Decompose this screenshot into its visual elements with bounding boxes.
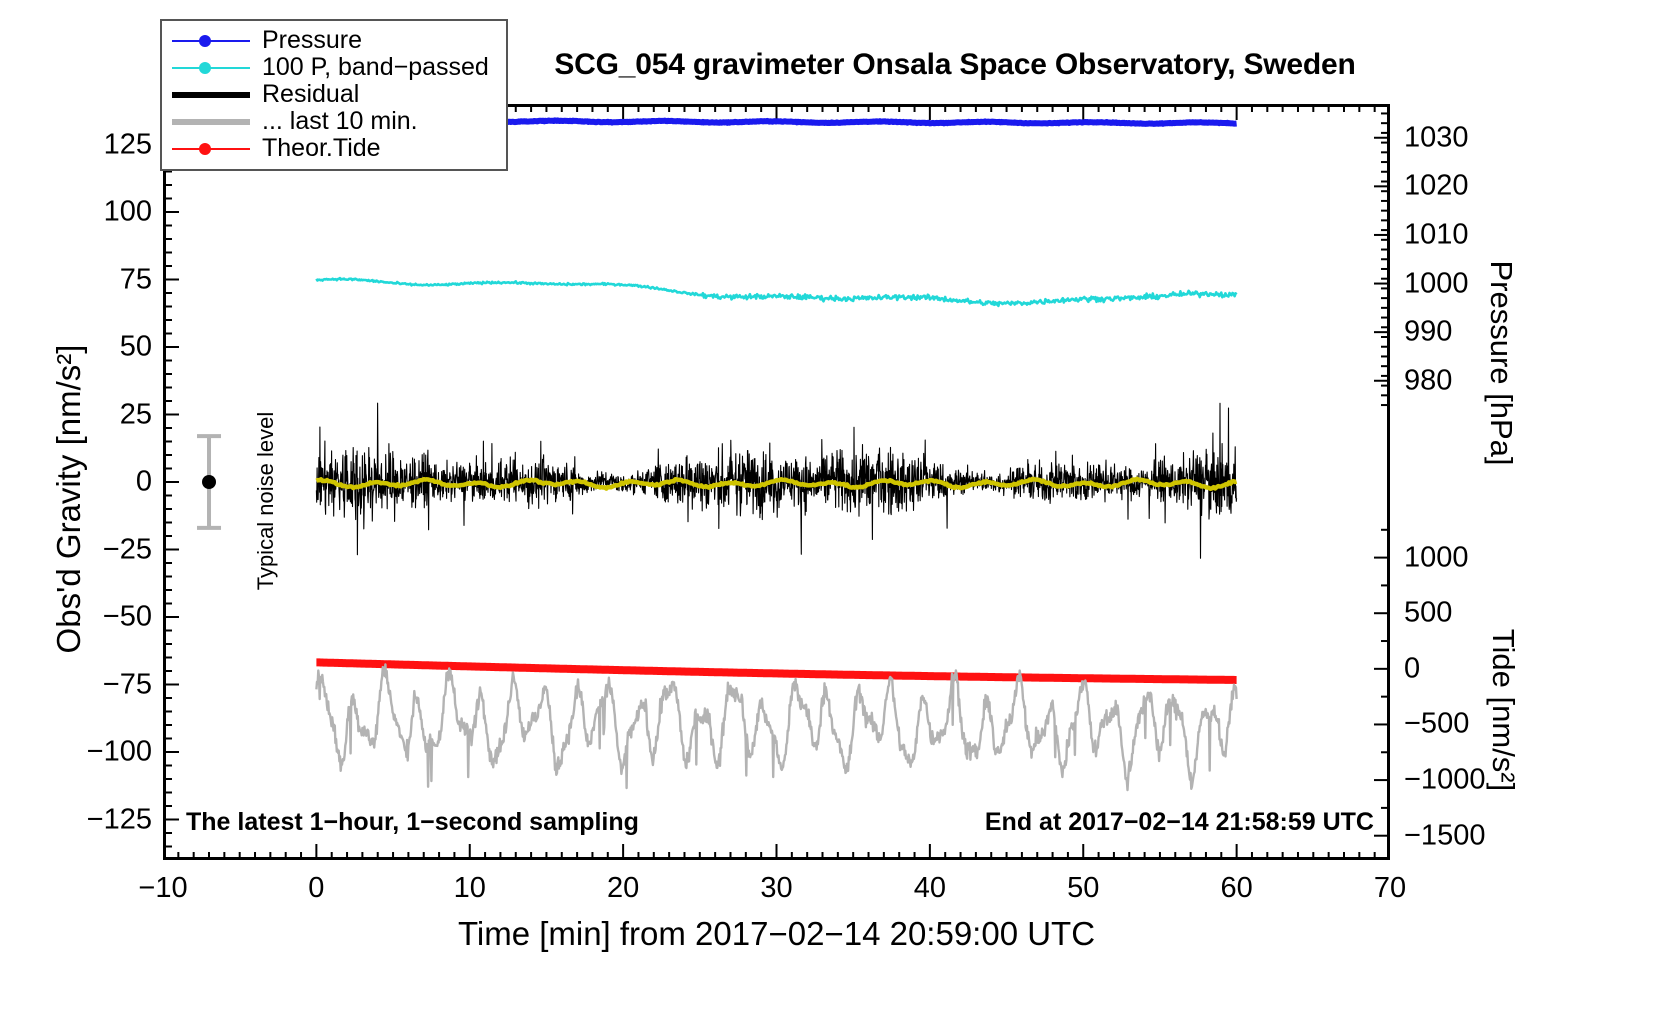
- y-tick-label: −100: [86, 735, 152, 768]
- end-time-note: End at 2017−02−14 21:58:59 UTC: [984, 808, 1374, 836]
- tide-tick-label: −500: [1404, 707, 1470, 740]
- legend-dot-icon: [199, 34, 211, 47]
- y-tick-label: 50: [119, 330, 152, 363]
- x-axis-ticks: −10 0 10 20 30 40 50 60 70: [0, 872, 1660, 916]
- tide-tick-label: 500: [1404, 596, 1453, 629]
- y-axis-ticks-left: 125 100 75 50 25 0 −25 −50 −75 −100 −125: [0, 0, 152, 1020]
- y-tick-label: −25: [102, 533, 152, 565]
- pressure-tick-label: 1030: [1404, 121, 1469, 154]
- series-last-10-min: [315, 663, 1238, 792]
- legend-dot-icon: [199, 142, 211, 155]
- legend-label: ... last 10 min.: [262, 107, 418, 135]
- legend-swatch-1: [172, 30, 250, 52]
- typical-noise-level-marker: [197, 434, 222, 530]
- series-residual-smoothed: [315, 476, 1238, 492]
- legend-line-icon: [172, 118, 250, 125]
- legend-label: Theor.Tide: [262, 134, 381, 162]
- series-theor-tide: [313, 658, 1240, 684]
- x-tick-label: 30: [760, 872, 793, 904]
- legend-label: Pressure: [262, 26, 363, 54]
- legend-label: Residual: [262, 80, 360, 108]
- tide-tick-label: 1000: [1404, 541, 1469, 574]
- y-tick-label: 100: [103, 195, 152, 228]
- pressure-tick-label: 980: [1404, 364, 1453, 397]
- pressure-tick-label: 1000: [1404, 267, 1469, 300]
- tide-tick-label: −1000: [1404, 763, 1486, 796]
- axis-tick-marks: [163, 104, 1390, 860]
- page-title: SCG_054 gravimeter Onsala Space Observat…: [554, 48, 1356, 81]
- x-tick-label: −10: [138, 872, 188, 904]
- legend: Pressure 100 P, band−passed Residual... la…: [160, 19, 508, 171]
- y-axis-ticks-right: 1030 1020 1010 1000 990 980 1000 500 0 −500 −1000 −…: [1404, 0, 1574, 1020]
- pressure-tick-label: 990: [1404, 315, 1453, 348]
- y-tick-label: 125: [103, 128, 152, 160]
- noise-center-dot: [202, 475, 217, 489]
- x-tick-label: 70: [1373, 872, 1407, 904]
- legend-item[interactable]: 100 P, band−passed: [162, 54, 506, 81]
- legend-item[interactable]: Residual: [162, 81, 506, 108]
- legend-line-icon: [172, 66, 250, 69]
- legend-swatch-2: [172, 57, 250, 79]
- tide-tick-label: 0: [1404, 652, 1421, 685]
- x-tick-label: 40: [913, 872, 947, 904]
- x-tick-label: 10: [453, 872, 486, 904]
- x-axis-label: Time [min] from 2017−02−14 20:59:00 UTC: [457, 915, 1096, 952]
- x-tick-label: 60: [1220, 872, 1253, 904]
- legend-item[interactable]: Pressure: [162, 27, 506, 54]
- y-tick-label: −75: [102, 668, 152, 700]
- y-tick-label: 75: [119, 263, 152, 295]
- tide-tick-label: −1500: [1404, 819, 1486, 852]
- legend-swatch-4: [172, 111, 250, 133]
- plot-canvas: [163, 104, 1390, 860]
- x-tick-label: 50: [1067, 872, 1100, 904]
- sampling-note: The latest 1−hour, 1−second sampling: [186, 808, 639, 836]
- x-tick-label: 0: [308, 872, 325, 904]
- y-tick-label: 0: [135, 465, 152, 498]
- legend-dot-icon: [199, 61, 211, 74]
- legend-item[interactable]: Theor.Tide: [162, 135, 506, 162]
- legend-item[interactable]: ... last 10 min.: [162, 108, 506, 135]
- data-series-group: [313, 116, 1240, 792]
- series-bandpassed: [315, 276, 1238, 308]
- y-tick-label: −50: [102, 600, 152, 633]
- legend-swatch-3: [172, 84, 250, 106]
- legend-swatch-5: [172, 138, 250, 160]
- pressure-tick-label: 1010: [1404, 218, 1469, 251]
- x-tick-label: 20: [606, 872, 640, 904]
- y-tick-label: 25: [119, 398, 152, 430]
- legend-line-icon: [172, 147, 250, 150]
- legend-line-icon: [172, 39, 250, 42]
- legend-line-icon: [172, 91, 250, 98]
- legend-label: 100 P, band−passed: [262, 53, 489, 81]
- y-tick-label: −125: [86, 803, 152, 835]
- pressure-tick-label: 1020: [1404, 169, 1469, 202]
- noise-level-label: Typical noise level: [253, 411, 278, 591]
